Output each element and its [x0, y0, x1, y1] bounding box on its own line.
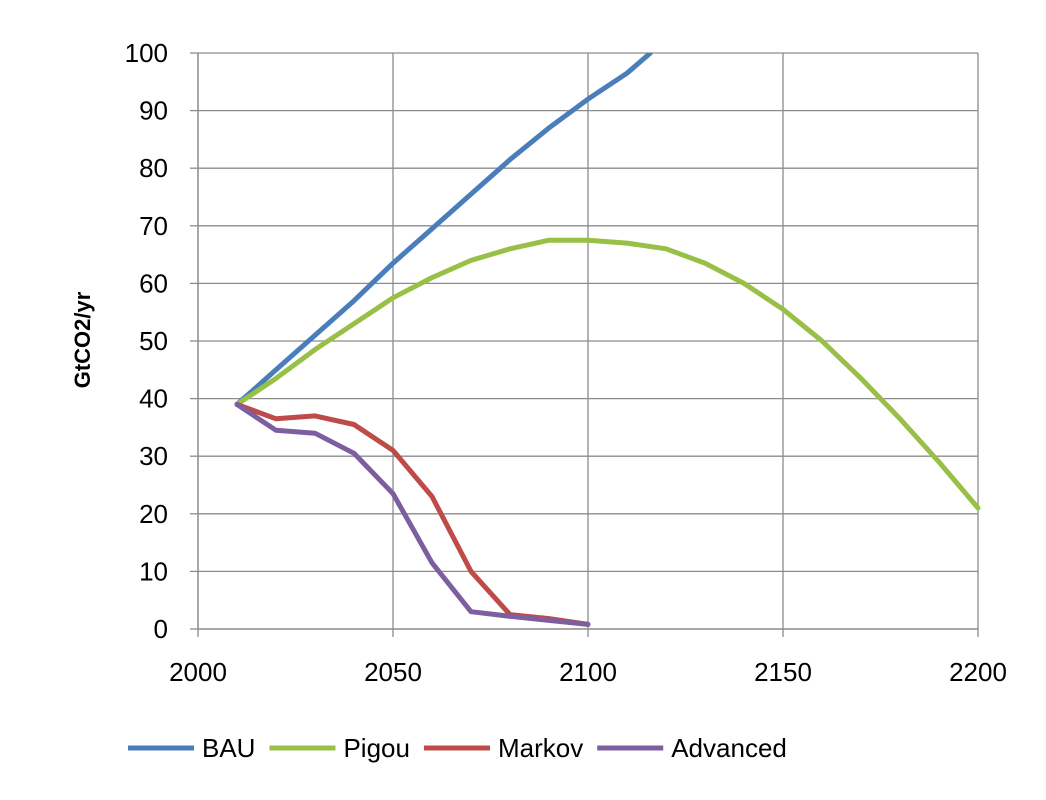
y-tick-label: 100: [125, 38, 168, 68]
y-tick-label: 90: [139, 96, 168, 126]
y-tick-label: 20: [139, 499, 168, 529]
y-tick-label: 0: [154, 614, 168, 644]
grid: [198, 52, 979, 629]
series-line-pigou: [234, 237, 981, 511]
x-tick-label: 2100: [559, 657, 617, 687]
x-tick-label: 2150: [754, 657, 812, 687]
y-tick-label: 70: [139, 211, 168, 241]
x-tick-label: 2000: [169, 657, 227, 687]
legend-label-pigou: Pigou: [343, 733, 410, 763]
x-tick-label: 2050: [364, 657, 422, 687]
tick-labels: 0 10 20 30 40 50 60 70 80 90 100 2000 2050 2100 2150 22…: [125, 38, 1007, 687]
y-tick-label: 50: [139, 326, 168, 356]
y-tick-label: 80: [139, 153, 168, 183]
series-line-advanced: [234, 401, 591, 627]
axes: [190, 52, 979, 637]
series-line-bau: [234, 53, 653, 407]
y-tick-label: 10: [139, 556, 168, 586]
legend-label-markov: Markov: [498, 733, 583, 763]
legend-label-bau: BAU: [202, 733, 255, 763]
series-lines: [234, 53, 981, 627]
y-tick-label: 60: [139, 268, 168, 298]
y-axis-title: GtCO2/yr: [70, 291, 95, 388]
legend-label-advanced: Advanced: [671, 733, 787, 763]
y-tick-label: 30: [139, 441, 168, 471]
y-tick-label: 40: [139, 384, 168, 414]
x-tick-label: 2200: [949, 657, 1007, 687]
legend: BAU Pigou Markov Advanced: [128, 733, 787, 763]
